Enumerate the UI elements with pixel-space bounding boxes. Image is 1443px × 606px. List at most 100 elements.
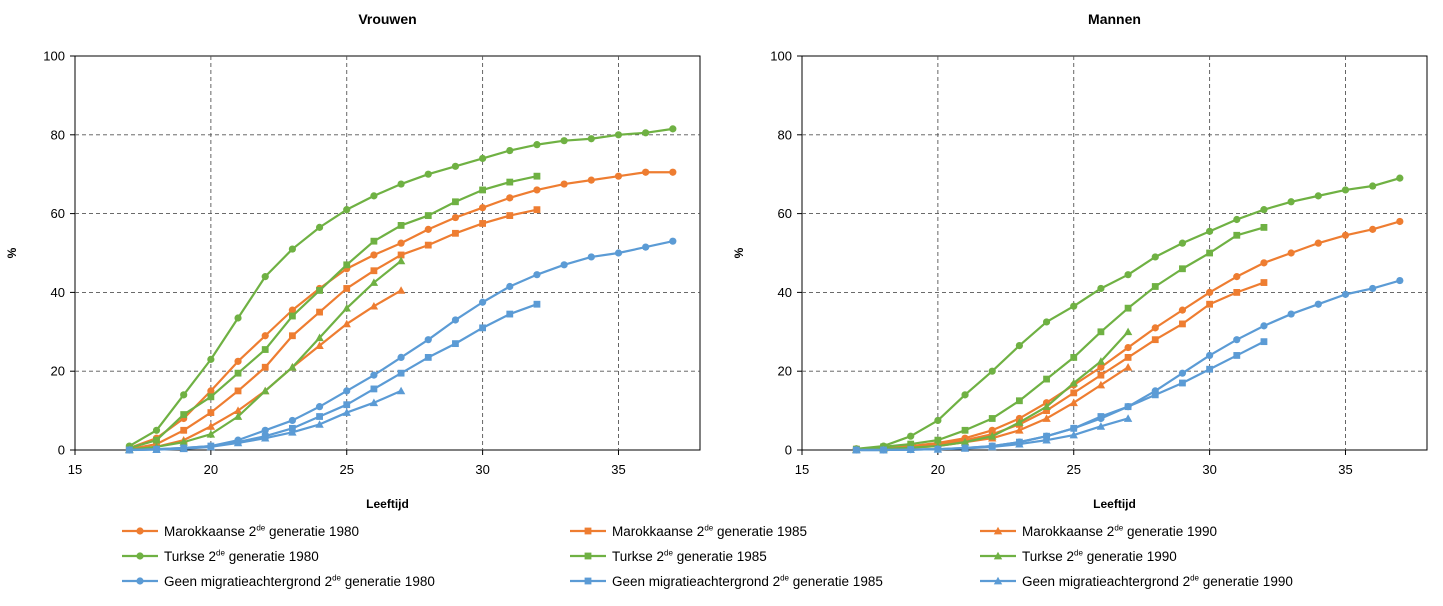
data-point xyxy=(614,172,623,180)
legend-label-prefix: Geen migratieachtergrond 2 xyxy=(164,573,333,589)
data-point xyxy=(424,336,432,344)
data-point xyxy=(1070,354,1078,361)
data-point xyxy=(316,308,323,316)
data-point xyxy=(1287,198,1295,206)
data-point xyxy=(1123,363,1133,371)
data-point xyxy=(125,445,134,454)
data-point xyxy=(1042,402,1051,411)
data-point xyxy=(587,176,595,184)
legend-label-prefix: Marokkaanse 2 xyxy=(164,523,257,539)
data-point xyxy=(988,442,997,451)
data-point xyxy=(1314,239,1322,247)
legend-marker xyxy=(993,576,1003,585)
legend-item: Marokkaanse 2de generatie 1990 xyxy=(978,520,1217,542)
data-point xyxy=(1042,414,1051,422)
series-turkse-square xyxy=(852,223,1268,453)
x-tick-label: 25 xyxy=(340,462,354,477)
data-point xyxy=(1206,227,1214,235)
data-point xyxy=(452,229,459,237)
x-axis-label: Leeftijd xyxy=(366,497,409,511)
data-point xyxy=(1369,284,1377,293)
legend-label-superscript: de xyxy=(664,548,673,557)
legend-swatch xyxy=(980,576,1016,585)
legend-item: Turkse 2de generatie 1990 xyxy=(978,545,1177,567)
data-point xyxy=(1287,310,1295,318)
legend-label: Geen migratieachtergrond 2de generatie 1… xyxy=(164,574,435,589)
data-point xyxy=(1015,341,1023,350)
data-point xyxy=(533,300,541,308)
data-point xyxy=(451,162,460,170)
data-point xyxy=(424,212,432,219)
y-tick-label: 60 xyxy=(778,206,792,221)
data-point xyxy=(587,253,595,261)
data-point xyxy=(179,444,188,453)
legend-label-suffix: generatie 1990 xyxy=(1123,523,1218,539)
data-point xyxy=(642,243,650,251)
data-point xyxy=(1179,320,1186,328)
legend-swatch xyxy=(122,552,158,560)
data-point xyxy=(506,282,514,291)
y-tick-label: 40 xyxy=(51,285,65,300)
data-point xyxy=(533,172,541,180)
data-point xyxy=(206,442,216,451)
data-point xyxy=(1341,290,1350,298)
data-point xyxy=(369,398,379,407)
data-point xyxy=(934,416,942,425)
legend-marker xyxy=(993,551,1003,560)
legend-label: Geen migratieachtergrond 2de generatie 1… xyxy=(1022,574,1293,589)
data-point xyxy=(424,225,432,233)
legend-marker xyxy=(136,577,144,585)
data-point xyxy=(234,387,242,395)
data-point xyxy=(343,261,351,269)
data-point xyxy=(316,413,323,420)
data-point xyxy=(370,192,378,200)
legend-item: Geen migratieachtergrond 2de generatie 1… xyxy=(568,570,883,592)
data-point xyxy=(1260,338,1268,346)
data-point xyxy=(1260,223,1268,231)
data-point xyxy=(233,412,243,420)
chart-title: Vrouwen xyxy=(358,11,416,27)
x-tick-label: 20 xyxy=(931,462,945,477)
data-point xyxy=(180,411,188,418)
data-point xyxy=(560,137,568,145)
legend-item: Marokkaanse 2de generatie 1980 xyxy=(120,520,359,542)
data-point xyxy=(479,220,487,227)
data-point xyxy=(1260,259,1268,267)
data-point xyxy=(288,428,297,436)
data-point xyxy=(852,445,861,454)
charts-svg: 0 20 40 60 80 100 15 20 25 30 35 Vrouwen Leeftijd% 0 2… xyxy=(5,11,1428,511)
data-point xyxy=(1096,422,1106,430)
data-point xyxy=(479,298,487,306)
data-point xyxy=(180,426,188,434)
data-point xyxy=(396,256,406,265)
legend-label-suffix: generatie 1980 xyxy=(265,523,360,539)
data-point xyxy=(342,319,351,328)
legend-swatch xyxy=(980,526,1016,535)
x-tick-label: 30 xyxy=(475,462,489,477)
legend-label-suffix: generatie 1990 xyxy=(1199,573,1293,589)
data-point xyxy=(1287,249,1295,257)
legend-label: Marokkaanse 2de generatie 1985 xyxy=(612,524,807,539)
legend-swatch xyxy=(122,527,158,535)
plot-area xyxy=(74,55,701,451)
data-point xyxy=(315,333,324,342)
data-point xyxy=(961,391,969,399)
legend-marker xyxy=(993,526,1003,535)
data-point xyxy=(316,287,323,294)
data-point xyxy=(1206,249,1214,257)
data-point xyxy=(1178,306,1187,314)
data-point xyxy=(397,180,405,188)
data-point xyxy=(206,422,216,430)
data-point xyxy=(587,135,595,143)
legend-marker xyxy=(136,527,144,535)
data-point xyxy=(1097,363,1105,371)
data-point xyxy=(479,186,487,194)
x-tick-label: 25 xyxy=(1067,462,1081,477)
data-point xyxy=(988,415,996,422)
series-marokkaanse-circle xyxy=(125,168,677,452)
data-point xyxy=(369,278,379,286)
data-point xyxy=(506,310,514,318)
legend-marker xyxy=(584,552,592,560)
data-point xyxy=(1206,365,1214,373)
data-point xyxy=(397,353,405,362)
